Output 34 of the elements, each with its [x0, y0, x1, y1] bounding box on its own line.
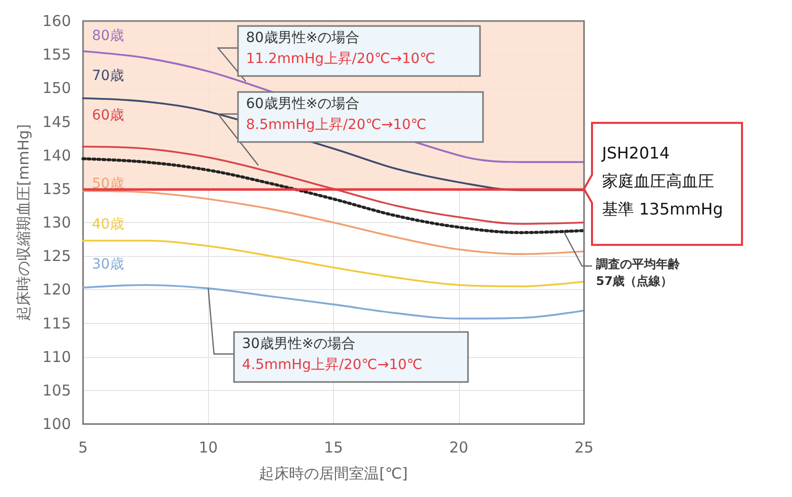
y-tick-label: 140 [42, 146, 71, 164]
y-tick-label: 115 [42, 314, 71, 332]
y-tick-label: 110 [42, 348, 71, 366]
series-label: 40歳 [92, 216, 124, 233]
annotation: 60歳男性※の場合 8.5mmHg上昇/20℃→10℃ [246, 96, 426, 133]
line-series [82, 157, 586, 234]
y-axis-title: 起床時の収縮期血圧[mmHg] [14, 124, 32, 321]
annotation: 30歳男性※の場合 4.5mmHg上昇/20℃→10℃ [242, 336, 422, 373]
y-tick-label: 160 [42, 12, 71, 30]
ref-line-label: JSH2014 家庭血圧高血圧基準 135mmHg [601, 143, 723, 218]
x-tick-label: 5 [78, 438, 88, 456]
x-tick-label: 10 [198, 438, 218, 456]
y-tick-label: 120 [42, 280, 71, 299]
series-label: 70歳 [92, 68, 124, 84]
line-series [82, 284, 585, 320]
annotation: 80歳男性※の場合 11.2mmHg上昇/20℃→10℃ [246, 30, 436, 67]
y-tick-label: 125 [42, 247, 71, 266]
y-tick-label: 155 [42, 46, 71, 64]
y-tick-label: 150 [42, 79, 71, 98]
series-label: 60歳 [92, 108, 124, 124]
x-axis-title: 起床時の居間室温[℃] [259, 464, 408, 482]
series-label: 30歳 [92, 256, 124, 273]
y-tick-label: 100 [42, 415, 71, 433]
x-tick-label: 20 [449, 438, 468, 456]
x-tick-label: 15 [324, 438, 344, 456]
line-series [82, 190, 585, 255]
y-tick-label: 130 [42, 214, 71, 232]
line-series [82, 240, 585, 288]
y-tick-label: 145 [42, 112, 71, 131]
x-tick-label: 25 [574, 438, 594, 456]
series-label: 80歳 [92, 28, 124, 44]
y-tick-label: 135 [42, 180, 71, 198]
annotation: 調査の平均年齢 57歳（点線） [595, 257, 681, 288]
y-tick-label: 105 [42, 381, 71, 400]
